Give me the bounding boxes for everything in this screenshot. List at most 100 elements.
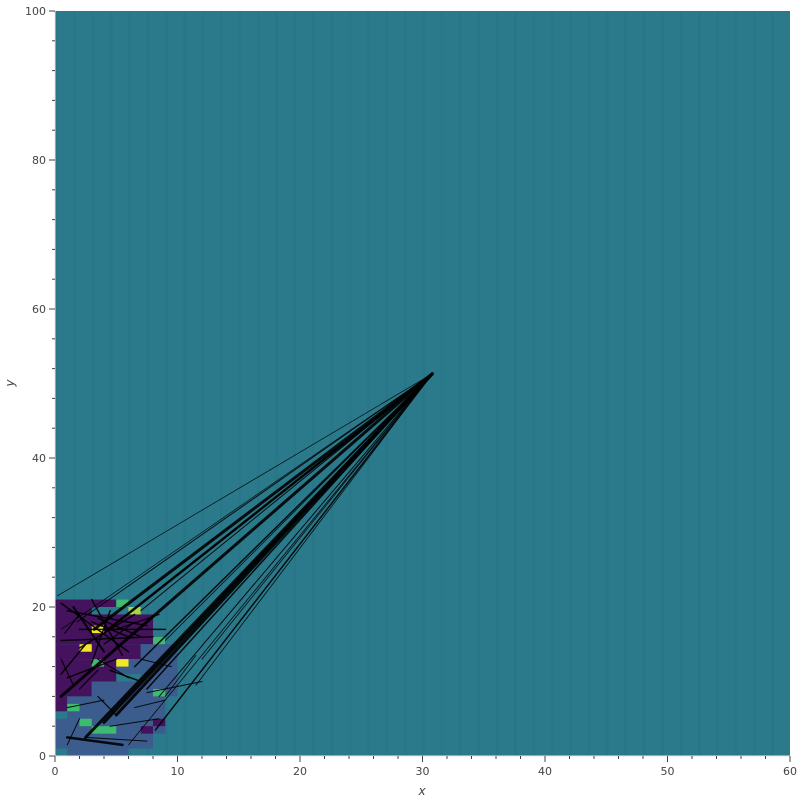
heatmap-cell: [67, 703, 80, 712]
background-stripe: [404, 11, 407, 756]
background-stripe: [202, 11, 205, 756]
background-stripe: [220, 11, 223, 756]
background-stripe: [183, 11, 186, 756]
edge-line: [66, 718, 80, 746]
background-stripe: [55, 11, 58, 756]
edge-line: [66, 658, 117, 679]
edge-line: [64, 613, 81, 634]
y-tick-label: 40: [32, 452, 46, 465]
heatmap-cell: [67, 748, 129, 756]
heatmap-cell: [140, 726, 153, 734]
background-stripe: [330, 11, 333, 756]
x-tick-label: 20: [293, 765, 307, 778]
heatmap-cell: [55, 681, 92, 697]
background-stripe: [110, 11, 113, 756]
edge-line: [146, 681, 203, 694]
edge-line: [154, 373, 434, 731]
edge-line: [66, 736, 124, 747]
edge-line: [60, 636, 154, 642]
background-stripe: [661, 11, 664, 756]
background-stripe: [477, 11, 480, 756]
background-stripe: [440, 11, 444, 756]
background-stripe: [91, 11, 94, 756]
background-stripe: [385, 11, 388, 756]
background-stripe: [496, 11, 499, 756]
x-ticks: 0 10 20 30 40 50 60: [52, 756, 797, 778]
edge-line: [60, 373, 433, 630]
heatmap-cell: [55, 696, 68, 712]
edge-line: [97, 617, 142, 638]
edge-line: [59, 372, 434, 698]
heatmap-cell: [79, 644, 92, 652]
heatmap-cell: [91, 726, 117, 734]
heatmap-cell: [79, 718, 92, 727]
edge-line: [115, 613, 160, 630]
edge-line: [146, 373, 434, 690]
heatmap-cell: [116, 599, 129, 607]
plot-area: [55, 11, 790, 756]
edge-line: [103, 621, 136, 645]
y-tick-label: 80: [32, 154, 46, 167]
heatmap-cell: [153, 718, 166, 727]
y-tick-label: 20: [32, 601, 46, 614]
y-ticks: 0 20 40 60 80 100: [25, 5, 55, 763]
x-tick-label: 30: [416, 765, 430, 778]
x-tick-label: 50: [661, 765, 675, 778]
edge-line: [92, 372, 434, 631]
edge-line: [109, 718, 160, 727]
edge-line: [158, 373, 433, 697]
edge-line: [78, 669, 99, 690]
background-stripe: [73, 11, 76, 756]
background-stripe: [349, 11, 352, 756]
background-stripe: [146, 11, 150, 756]
edge-line: [78, 613, 136, 649]
edge-line: [134, 699, 166, 709]
edge-line: [85, 736, 148, 742]
background-stripe: [238, 11, 241, 756]
background-stripe: [312, 11, 315, 756]
y-tick-label: 100: [25, 5, 46, 18]
heatmap-cell: [116, 659, 129, 667]
edge-line: [91, 609, 111, 664]
edge-line: [97, 658, 130, 679]
background-stripe: [551, 11, 554, 756]
heatmap-cell: [153, 636, 166, 645]
x-tick-label: 40: [538, 765, 552, 778]
edge-line: [91, 621, 130, 638]
x-tick-label: 10: [171, 765, 185, 778]
edge-line: [76, 373, 433, 623]
edge-line: [60, 658, 74, 686]
axes: 0 10 20 30 40 50 60 0 20 40 60 80 100 x y: [3, 5, 797, 798]
edge-line: [121, 373, 434, 619]
edge-line: [128, 373, 433, 746]
x-tick-label: 60: [783, 765, 797, 778]
edge-line: [164, 655, 197, 697]
background-stripe: [734, 11, 738, 756]
x-tick-label: 0: [52, 765, 59, 778]
y-axis-label: y: [3, 379, 17, 388]
background-stripe: [257, 11, 260, 756]
background-stripe: [275, 11, 278, 756]
background-stripe: [771, 11, 774, 756]
background-stripes: [55, 11, 774, 756]
background-stripe: [698, 11, 701, 756]
background-stripe: [367, 11, 370, 756]
background-stripe: [532, 11, 535, 756]
edge-line: [114, 372, 434, 717]
x-axis-label: x: [417, 784, 426, 798]
network-edges: [57, 372, 434, 747]
background-stripe: [293, 11, 297, 756]
heatmap-cell: [128, 607, 141, 615]
edge-line: [140, 373, 433, 612]
background-stripe: [459, 11, 462, 756]
background-stripe: [606, 11, 609, 756]
background-stripe: [624, 11, 627, 756]
background-stripe: [569, 11, 572, 756]
background-stripe: [587, 11, 591, 756]
edge-line: [57, 373, 433, 597]
background-stripe: [643, 11, 646, 756]
background-stripe: [716, 11, 719, 756]
background-stripe: [679, 11, 682, 756]
background-stripe: [753, 11, 756, 756]
